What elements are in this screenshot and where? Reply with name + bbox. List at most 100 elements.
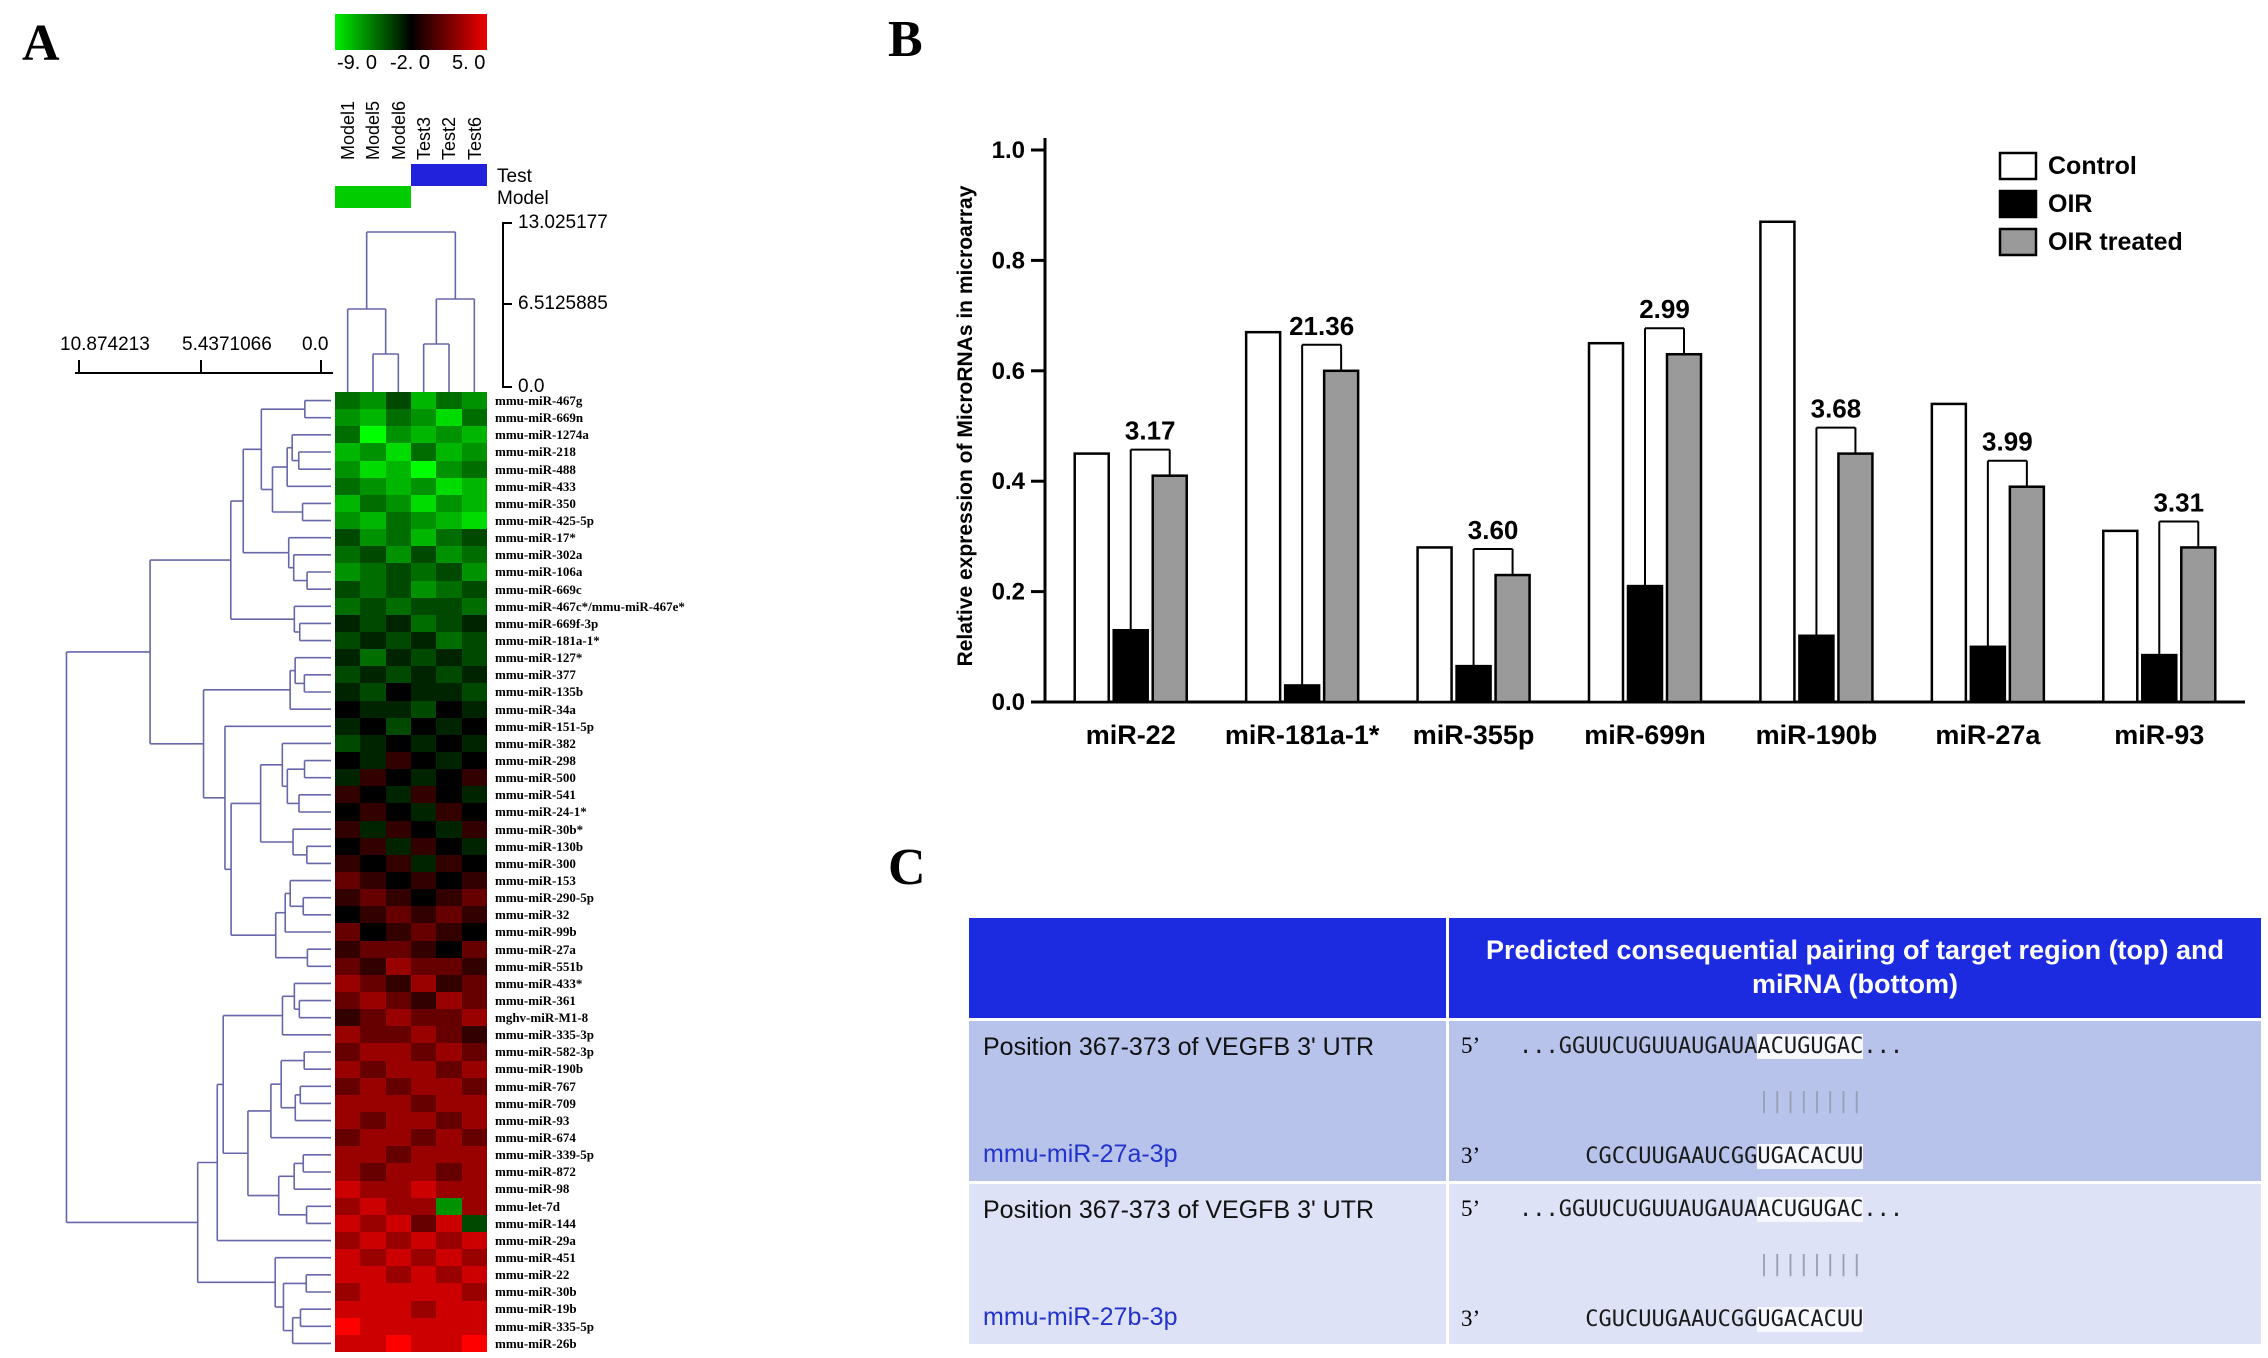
heatmap-row-label: mmu-miR-130b bbox=[495, 838, 584, 854]
heatmap-cell bbox=[411, 1163, 437, 1181]
heatmap-cell bbox=[360, 957, 386, 975]
heatmap-cell bbox=[360, 940, 386, 958]
heatmap-cell bbox=[335, 631, 361, 650]
heatmap-cell bbox=[411, 923, 437, 941]
heatmap-row-label: mmu-miR-144 bbox=[495, 1215, 576, 1231]
five-prime-label: 5’ bbox=[1461, 1196, 1481, 1221]
heatmap-row-label: mmu-miR-488 bbox=[495, 461, 576, 477]
legend-label: OIR bbox=[2048, 190, 2092, 218]
heatmap-cell bbox=[436, 1043, 462, 1061]
heatmap-cell bbox=[411, 906, 437, 924]
group-color-bar bbox=[411, 164, 487, 186]
heatmap-cell bbox=[385, 614, 411, 632]
heatmap-cell bbox=[385, 1026, 411, 1044]
heatmap-cell bbox=[335, 854, 361, 872]
heatmap-cell bbox=[411, 1129, 437, 1147]
heatmap-cell bbox=[385, 409, 411, 427]
heatmap-cell bbox=[461, 426, 487, 444]
heatmap-row-label: mmu-miR-361 bbox=[495, 992, 576, 1008]
heatmap-cell bbox=[461, 1266, 487, 1284]
pairing-table: Predicted consequential pairing of targe… bbox=[969, 918, 2261, 1344]
heatmap-cell bbox=[411, 666, 437, 684]
heatmap-row-label: mmu-miR-425-5p bbox=[495, 512, 594, 528]
heatmap-cell bbox=[461, 683, 487, 701]
pairing-bars: |||||||| bbox=[1519, 1088, 1864, 1114]
heatmap-row-label: mmu-miR-669c bbox=[495, 581, 582, 597]
heatmap-row-label: mmu-miR-335-3p bbox=[495, 1027, 594, 1043]
heatmap-cell bbox=[385, 494, 411, 512]
heatmap-row-label: mmu-miR-451 bbox=[495, 1250, 576, 1266]
heatmap-cell bbox=[360, 1283, 386, 1301]
heatmap-cell bbox=[461, 1026, 487, 1044]
heatmap-row-label: mmu-miR-350 bbox=[495, 495, 576, 511]
heatmap-cell bbox=[411, 649, 437, 667]
heatmap-row-label: mmu-miR-382 bbox=[495, 735, 576, 751]
heatmap-cell bbox=[385, 1111, 411, 1130]
heatmap-cell bbox=[411, 1214, 437, 1232]
heatmap-cell bbox=[411, 683, 437, 701]
heatmap-cell bbox=[461, 563, 487, 581]
heatmap-cell bbox=[360, 443, 386, 461]
legend-swatch bbox=[1998, 151, 2038, 181]
heatmap-cell bbox=[335, 1197, 361, 1215]
x-category-label: miR-27a bbox=[1935, 720, 2041, 750]
heatmap-cell bbox=[335, 580, 361, 598]
heatmap-cell bbox=[461, 957, 487, 975]
heatmap-cell bbox=[335, 563, 361, 581]
heatmap-cell bbox=[385, 529, 411, 547]
bar-control bbox=[1930, 402, 1968, 704]
heatmap-cell bbox=[360, 1300, 386, 1318]
pairing-sequences: 5’ ...GGUUCUGUUAUGAUAACUGUGAC... ||||||||… bbox=[1449, 1184, 2261, 1344]
heatmap-row-label: mmu-miR-27a bbox=[495, 941, 576, 957]
heatmap-cell bbox=[461, 1043, 487, 1061]
heatmap-cell bbox=[461, 751, 487, 770]
x-category-label: miR-355p bbox=[1413, 720, 1535, 750]
bar-control bbox=[1759, 220, 1796, 704]
bar-control bbox=[1244, 330, 1282, 704]
heatmap-cell bbox=[461, 1111, 487, 1130]
target-sequence-pre: ...GGUUCUGUUAUGAUA bbox=[1519, 1033, 1758, 1059]
bar-chart: 0.0 0.2 0.4 0.6 0.8 1.0 Relative expression of… bbox=[954, 137, 2245, 750]
pairing-table-header: Predicted consequential pairing of targe… bbox=[969, 918, 2261, 1018]
heatmap-cell bbox=[436, 392, 462, 410]
heatmap-cell bbox=[335, 1334, 361, 1352]
bar-oir bbox=[1969, 645, 2007, 704]
pairing-rows: Position 367-373 of VEGFB 3' UTR mmu-miR-… bbox=[969, 1021, 2261, 1344]
mirna-seed: UGACACUU bbox=[1757, 1143, 1864, 1169]
heatmap-row-label: mmu-miR-767 bbox=[495, 1078, 576, 1094]
y-tick-label: 1.0 bbox=[992, 137, 1025, 164]
target-sequence-line: 5’ ...GGUUCUGUUAUGAUAACUGUGAC... bbox=[1453, 1196, 2257, 1222]
heatmap-cell bbox=[411, 1146, 437, 1164]
heatmap-row-label: mmu-miR-93 bbox=[495, 1112, 570, 1128]
bar-oir-treated bbox=[1494, 573, 1531, 704]
mirna-sequence-line: 3’ CGCCUUGAAUCGGUGACACUU bbox=[1453, 1143, 2257, 1169]
heatmap-cell bbox=[360, 1094, 386, 1112]
heatmap-cell bbox=[360, 1026, 386, 1044]
heatmap-cell bbox=[461, 820, 487, 838]
heatmap-cell bbox=[411, 1111, 437, 1130]
heatmap-row-label: mmu-miR-500 bbox=[495, 770, 576, 786]
pairing-bars: |||||||| bbox=[1519, 1251, 1864, 1277]
mirna-sequence-pre: CGCCUUGAAUCGG bbox=[1519, 1143, 1758, 1169]
heatmap-cell bbox=[436, 683, 462, 701]
heatmap-cell bbox=[385, 700, 411, 718]
heatmap-cell bbox=[461, 631, 487, 650]
heatmap-column-label: Model6 bbox=[388, 100, 409, 160]
heatmap-cell bbox=[436, 426, 462, 444]
heatmap-cell bbox=[461, 923, 487, 941]
heatmap-cell bbox=[461, 717, 487, 735]
heatmap-cell bbox=[385, 666, 411, 684]
heatmap-row-label: mmu-miR-467g bbox=[495, 393, 583, 408]
heatmap-cell bbox=[360, 392, 386, 410]
heatmap-cell bbox=[461, 786, 487, 804]
pairing-table-header-title: Predicted consequential pairing of targe… bbox=[1485, 935, 2225, 999]
heatmap-cell bbox=[385, 923, 411, 941]
target-sequence: ...GGUUCUGUUAUGAUAACUGUGAC... bbox=[1519, 1196, 1903, 1222]
heatmap-cell bbox=[360, 1111, 386, 1130]
bar-oir-treated bbox=[1151, 474, 1188, 704]
heatmap-cell bbox=[385, 392, 411, 410]
pairing-bars-line: |||||||| bbox=[1453, 1089, 2257, 1114]
heatmap-cell bbox=[411, 1180, 437, 1198]
pairing-sequences: 5’ ...GGUUCUGUUAUGAUAACUGUGAC... ||||||||… bbox=[1449, 1021, 2261, 1181]
heatmap-row-label: mmu-miR-298 bbox=[495, 752, 576, 768]
